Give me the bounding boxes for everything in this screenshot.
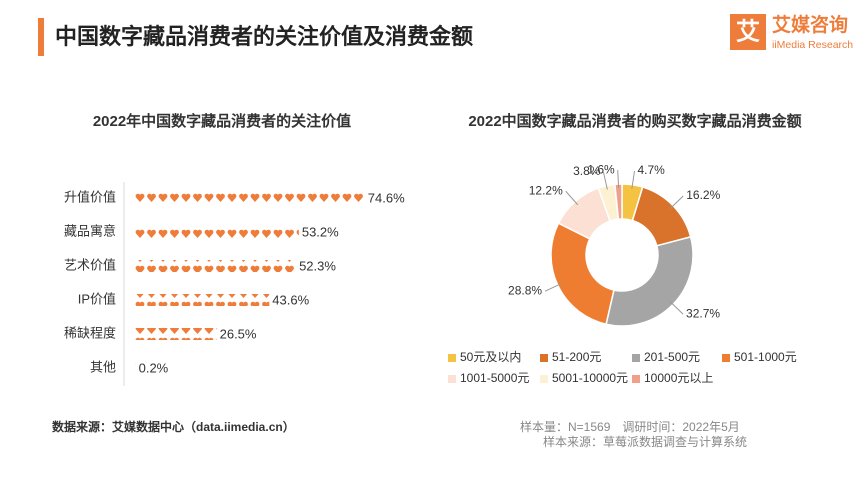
bar bbox=[135, 192, 365, 204]
category-label: 升值价值 bbox=[64, 189, 116, 204]
value-label: 43.6% bbox=[272, 292, 309, 307]
legend-swatch bbox=[448, 375, 456, 383]
title-accent bbox=[38, 18, 44, 56]
value-label: 3.8% bbox=[573, 164, 601, 178]
legend-label: 50元及以内 bbox=[460, 350, 521, 364]
legend-label: 201-500元 bbox=[644, 350, 700, 364]
bar bbox=[135, 328, 217, 340]
value-label: 16.2% bbox=[686, 188, 720, 202]
legend-label: 10000元以上 bbox=[644, 371, 713, 385]
legend-label: 501-1000元 bbox=[734, 350, 797, 364]
sample-source: 样本来源：草莓派数据调查与计算系统 bbox=[543, 434, 747, 449]
logo-box bbox=[730, 14, 766, 50]
value-label: 12.2% bbox=[529, 183, 563, 197]
leader-line bbox=[631, 170, 635, 189]
pie-slice bbox=[550, 222, 615, 326]
logo-en: iiMedia Research bbox=[772, 39, 853, 51]
pie-slice bbox=[614, 183, 623, 221]
leader-line bbox=[617, 170, 620, 189]
leader-line bbox=[565, 190, 579, 206]
value-label: 0.2% bbox=[139, 360, 169, 375]
value-label: 26.5% bbox=[220, 326, 257, 341]
bar bbox=[135, 362, 136, 374]
value-label: 32.7% bbox=[686, 306, 720, 320]
category-label: 艺术价值 bbox=[64, 257, 116, 272]
value-label: 53.2% bbox=[302, 224, 339, 239]
chart-title: 2022年中国数字藏品消费者的关注价值 bbox=[93, 112, 351, 130]
value-label: 74.6% bbox=[368, 190, 405, 205]
sample: 样本量：N=1569 调研时间：2022年5月 bbox=[520, 419, 740, 434]
source: 数据来源：艾媒数据中心（data.iimedia.cn） bbox=[52, 419, 295, 434]
leader-line bbox=[544, 283, 562, 292]
category-label: 其他 bbox=[90, 359, 116, 374]
legend-swatch bbox=[540, 354, 548, 362]
leader-line bbox=[669, 301, 684, 315]
legend-swatch bbox=[632, 375, 640, 383]
leader-line bbox=[602, 171, 608, 190]
legend-swatch bbox=[448, 354, 456, 362]
pie-slice bbox=[605, 235, 694, 327]
bar bbox=[135, 226, 299, 238]
value-label: 28.8% bbox=[508, 283, 542, 297]
logo-cn: 艾媒咨询 bbox=[772, 13, 848, 36]
page-title: 中国数字藏品消费者的关注价值及消费金额 bbox=[55, 24, 473, 49]
legend-swatch bbox=[540, 375, 548, 383]
bar bbox=[135, 260, 297, 272]
chart-title: 2022中国数字藏品消费者的购买数字藏品消费金额 bbox=[468, 112, 801, 130]
legend-label: 1001-5000元 bbox=[460, 371, 529, 385]
value-label: 52.3% bbox=[299, 258, 336, 273]
legend-swatch bbox=[722, 354, 730, 362]
category-label: 藏品寓意 bbox=[64, 223, 116, 238]
pie-slice bbox=[631, 186, 692, 247]
bar bbox=[135, 294, 270, 306]
category-label: IP价值 bbox=[78, 291, 116, 306]
legend-swatch bbox=[632, 354, 640, 362]
legend-label: 5001-10000元 bbox=[552, 371, 628, 385]
legend-label: 51-200元 bbox=[552, 350, 601, 364]
leader-line bbox=[669, 195, 684, 209]
value-label: 4.7% bbox=[638, 163, 666, 177]
value-label: 1.6% bbox=[587, 162, 615, 176]
logo-mark: 艾 bbox=[736, 18, 760, 45]
category-label: 稀缺程度 bbox=[64, 325, 116, 340]
